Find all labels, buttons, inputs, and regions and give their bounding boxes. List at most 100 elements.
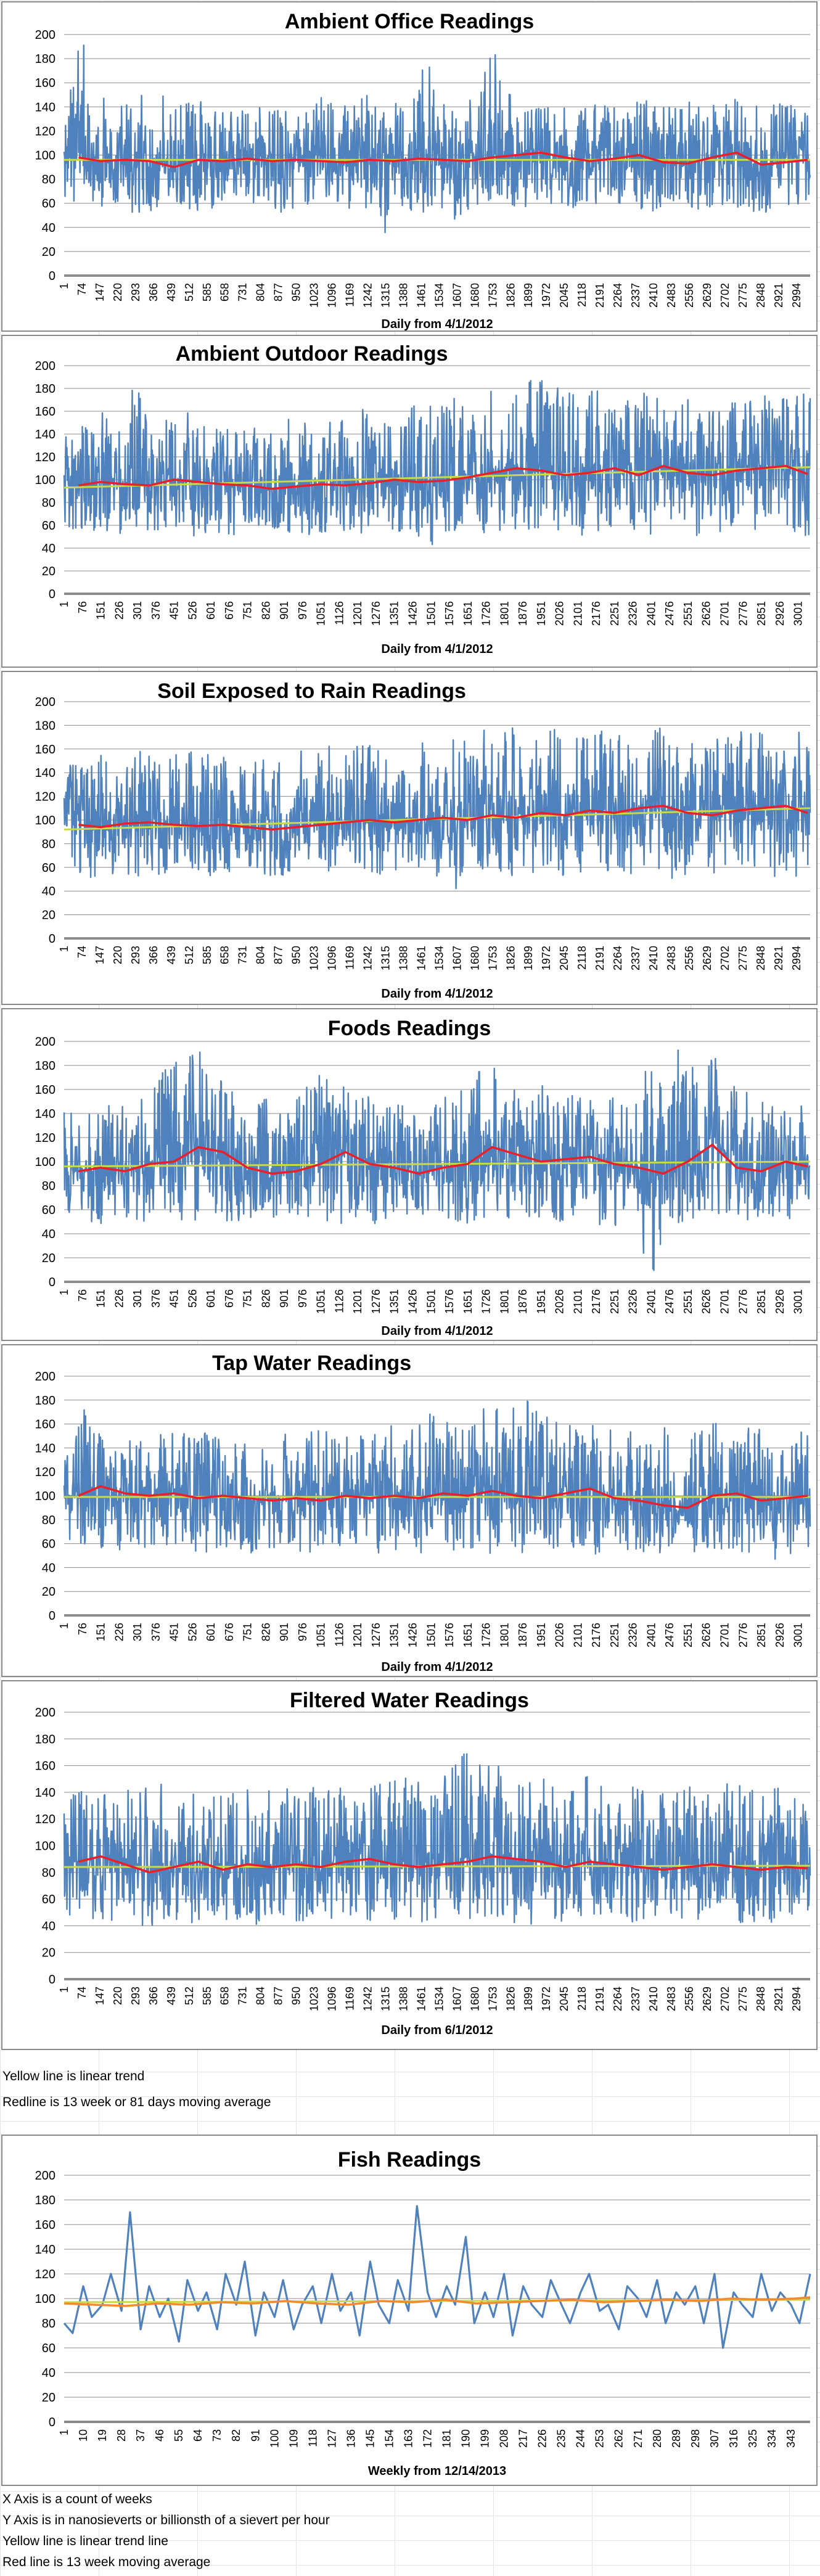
x-tick-label: 1876 — [517, 601, 529, 626]
y-tick-label: 180 — [35, 52, 55, 66]
x-tick-label: 316 — [728, 2429, 740, 2448]
x-tick-label: 526 — [186, 601, 199, 620]
y-tick-label: 0 — [49, 588, 55, 601]
y-tick-label: 140 — [35, 428, 55, 441]
x-tick-label: 804 — [255, 1987, 267, 2005]
y-tick-label: 120 — [35, 1131, 55, 1145]
x-tick-label: 2994 — [790, 1987, 803, 2011]
x-tick-label: 3001 — [792, 1289, 805, 1314]
x-tick-label: 950 — [290, 946, 303, 964]
moving-average-line — [78, 1485, 808, 1509]
x-tick-label: 226 — [113, 1289, 125, 1308]
x-tick-label: 1951 — [535, 1289, 547, 1314]
x-tick-label: 585 — [201, 946, 213, 964]
raw-readings-line — [63, 1753, 811, 1926]
note-fish-red-average: Red line is 13 week moving average — [2, 2555, 211, 2569]
x-tick-label: 1876 — [517, 1623, 529, 1647]
y-tick-label: 100 — [35, 1155, 55, 1169]
x-tick-label: 2401 — [645, 601, 657, 626]
x-tick-label: 208 — [498, 2429, 510, 2448]
y-tick-label: 60 — [42, 197, 55, 211]
x-tick-label: 2191 — [594, 283, 606, 308]
y-tick-label: 0 — [49, 1973, 55, 1987]
x-tick-label: 280 — [651, 2429, 663, 2448]
x-tick-label: 293 — [129, 946, 142, 964]
y-tick-label: 140 — [35, 100, 55, 114]
x-tick-label: 2176 — [590, 1289, 602, 1314]
chart-svg: Foods Readings 0 20 40 60 80 100 120 140 160 180 20… — [35, 1017, 811, 1338]
y-tick-label: 60 — [42, 2342, 55, 2355]
y-tick-label: 80 — [42, 1514, 55, 1527]
linear-trend-line — [64, 1864, 811, 1868]
x-tick-label: 2176 — [590, 601, 602, 626]
x-tick-label: 2921 — [773, 283, 785, 308]
x-tick-label: 376 — [150, 601, 162, 620]
x-tick-label: 1315 — [379, 1987, 392, 2011]
x-tick-label: 1576 — [443, 1289, 456, 1314]
y-tick-label: 160 — [35, 76, 55, 90]
x-tick-label: 2629 — [701, 1987, 713, 2011]
x-tick-label: 2994 — [790, 946, 803, 970]
x-tick-label: 271 — [632, 2429, 644, 2448]
x-tick-label: 2701 — [718, 1623, 731, 1647]
x-tick-label: 526 — [186, 1623, 199, 1641]
x-tick-label: 1 — [58, 1289, 70, 1295]
x-tick-label: 145 — [364, 2429, 376, 2448]
chart-svg: Filtered Water Readings02040608010012014… — [35, 1689, 811, 2037]
x-tick-label: 1388 — [397, 1987, 409, 2011]
x-tick-label: 2476 — [663, 1623, 676, 1647]
x-tick-label: 2401 — [645, 1623, 657, 1647]
x-tick-label: 2118 — [576, 1987, 588, 2011]
x-tick-label: 804 — [255, 946, 267, 964]
x-tick-label: 2994 — [790, 283, 803, 308]
x-tick-label: 2101 — [572, 1289, 584, 1314]
x-tick-label: 2101 — [572, 1623, 584, 1647]
x-tick-label: 1169 — [344, 283, 356, 307]
x-tick-label: 2264 — [612, 1987, 624, 2011]
x-tick-label: 298 — [689, 2429, 702, 2448]
x-tick-label: 2629 — [701, 946, 713, 970]
x-tick-label: 1801 — [498, 1623, 510, 1647]
y-tick-label: 60 — [42, 861, 55, 875]
x-tick-label: 1753 — [486, 1987, 499, 2011]
y-tick-label: 20 — [42, 1585, 55, 1599]
x-axis-label: Daily from 4/1/2012 — [381, 1660, 493, 1674]
x-tick-label: 1972 — [540, 1987, 552, 2011]
y-tick-label: 0 — [49, 269, 55, 283]
x-tick-label: 1201 — [351, 1289, 364, 1314]
x-tick-label: 301 — [131, 601, 144, 620]
x-tick-label: 235 — [556, 2429, 568, 2448]
x-tick-label: 151 — [95, 1289, 107, 1308]
chart-title: Tap Water Readings — [212, 1352, 411, 1375]
y-tick-label: 200 — [35, 1035, 55, 1049]
x-tick-label: 2101 — [572, 601, 584, 626]
x-tick-label: 1023 — [308, 1987, 321, 2011]
note-daily-yellow-trend: Yellow line is linear trend — [2, 2069, 145, 2083]
x-tick-label: 301 — [131, 1289, 144, 1308]
x-tick-label: 2326 — [627, 1623, 639, 1647]
x-tick-label: 658 — [219, 283, 231, 301]
chart-svg: Fish Readings 0 20 40 60 80 100 120 140 160 180 200… — [35, 2148, 811, 2478]
x-tick-label: 1801 — [498, 601, 510, 626]
raw-readings-line — [63, 380, 811, 546]
x-axis-label: Daily from 6/1/2012 — [381, 2024, 493, 2037]
x-tick-label: 1 — [58, 946, 70, 952]
y-tick-label: 160 — [35, 1760, 55, 1773]
y-tick-label: 100 — [35, 474, 55, 487]
x-tick-label: 366 — [147, 946, 160, 964]
x-tick-label: 1 — [58, 1623, 70, 1629]
x-tick-label: 2326 — [627, 1289, 639, 1314]
x-tick-label: 1 — [58, 1987, 70, 1993]
x-tick-label: 109 — [287, 2429, 300, 2448]
x-tick-label: 1096 — [326, 946, 338, 970]
x-axis-label: Daily from 4/1/2012 — [381, 318, 493, 330]
x-tick-label: 976 — [297, 1289, 309, 1308]
x-tick-label: 91 — [249, 2429, 261, 2442]
chart-soil-exposed-to-rain: Soil Exposed to Rain Readings 0 20 40 60 80 10… — [1, 671, 818, 1005]
y-tick-label: 140 — [35, 1786, 55, 1800]
x-tick-label: 1607 — [451, 283, 463, 308]
y-tick-label: 20 — [42, 909, 55, 922]
y-tick-label: 160 — [35, 1083, 55, 1097]
x-tick-label: 1096 — [326, 1987, 338, 2011]
x-tick-label: 244 — [575, 2429, 587, 2448]
